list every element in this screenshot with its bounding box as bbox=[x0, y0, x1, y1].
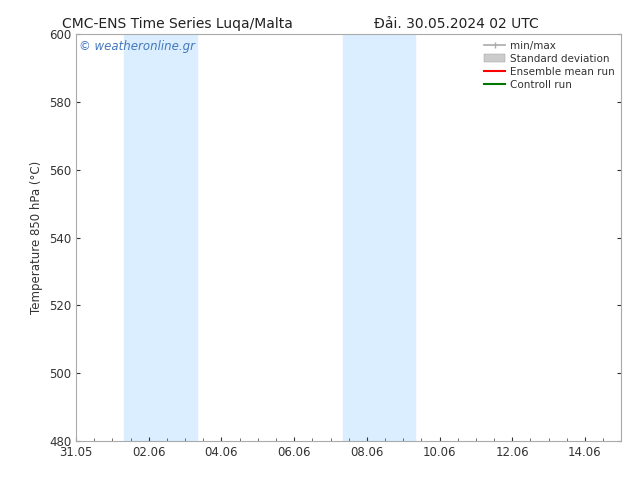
Text: Đải. 30.05.2024 02 UTC: Đải. 30.05.2024 02 UTC bbox=[374, 17, 539, 31]
Y-axis label: Temperature 850 hPa (°C): Temperature 850 hPa (°C) bbox=[30, 161, 43, 314]
Text: © weatheronline.gr: © weatheronline.gr bbox=[79, 40, 195, 53]
Bar bbox=[342, 34, 415, 441]
Text: CMC-ENS Time Series Luqa/Malta: CMC-ENS Time Series Luqa/Malta bbox=[62, 17, 293, 31]
Bar bbox=[124, 34, 197, 441]
Legend: min/max, Standard deviation, Ensemble mean run, Controll run: min/max, Standard deviation, Ensemble me… bbox=[481, 37, 618, 93]
